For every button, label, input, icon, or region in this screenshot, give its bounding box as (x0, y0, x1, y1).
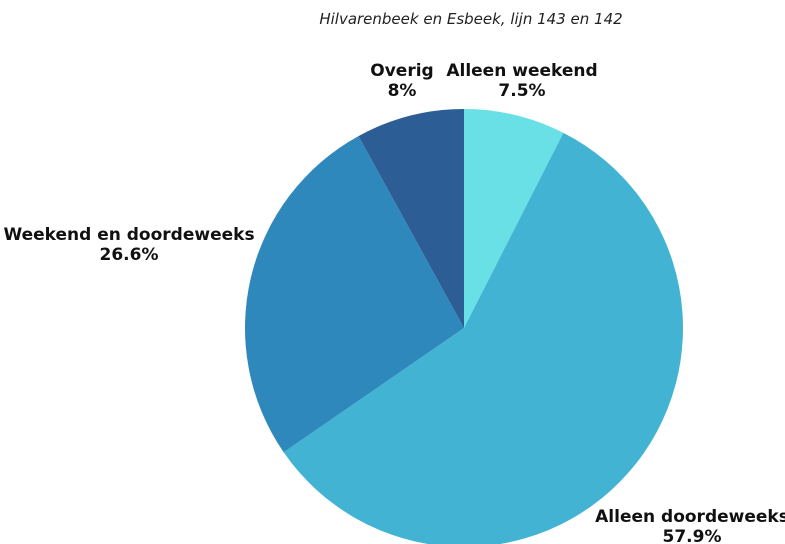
slice-alleen-weekend-value: 7.5% (498, 81, 545, 101)
pie-slices (245, 109, 683, 544)
slice-overig-value: 8% (388, 81, 417, 101)
slice-alleen-doordeweeks-label: Alleen doordeweeks (595, 507, 785, 527)
slice-weekend-en-doordeweeks-label: Weekend en doordeweeks (3, 225, 254, 245)
slice-weekend-en-doordeweeks-value: 26.6% (100, 245, 159, 265)
slice-weekend-en-doordeweeks (245, 136, 464, 453)
slice-alleen-doordeweeks (283, 132, 683, 544)
slice-overig (358, 109, 464, 328)
slice-overig-label: Overig (370, 61, 433, 81)
slice-alleen-weekend-label: Alleen weekend (446, 61, 597, 81)
chart-subtitle: Hilvarenbeek en Esbeek, lijn 143 en 142 (319, 10, 622, 28)
slice-alleen-doordeweeks-value: 57.9% (663, 527, 722, 544)
slice-alleen-weekend (464, 109, 564, 328)
